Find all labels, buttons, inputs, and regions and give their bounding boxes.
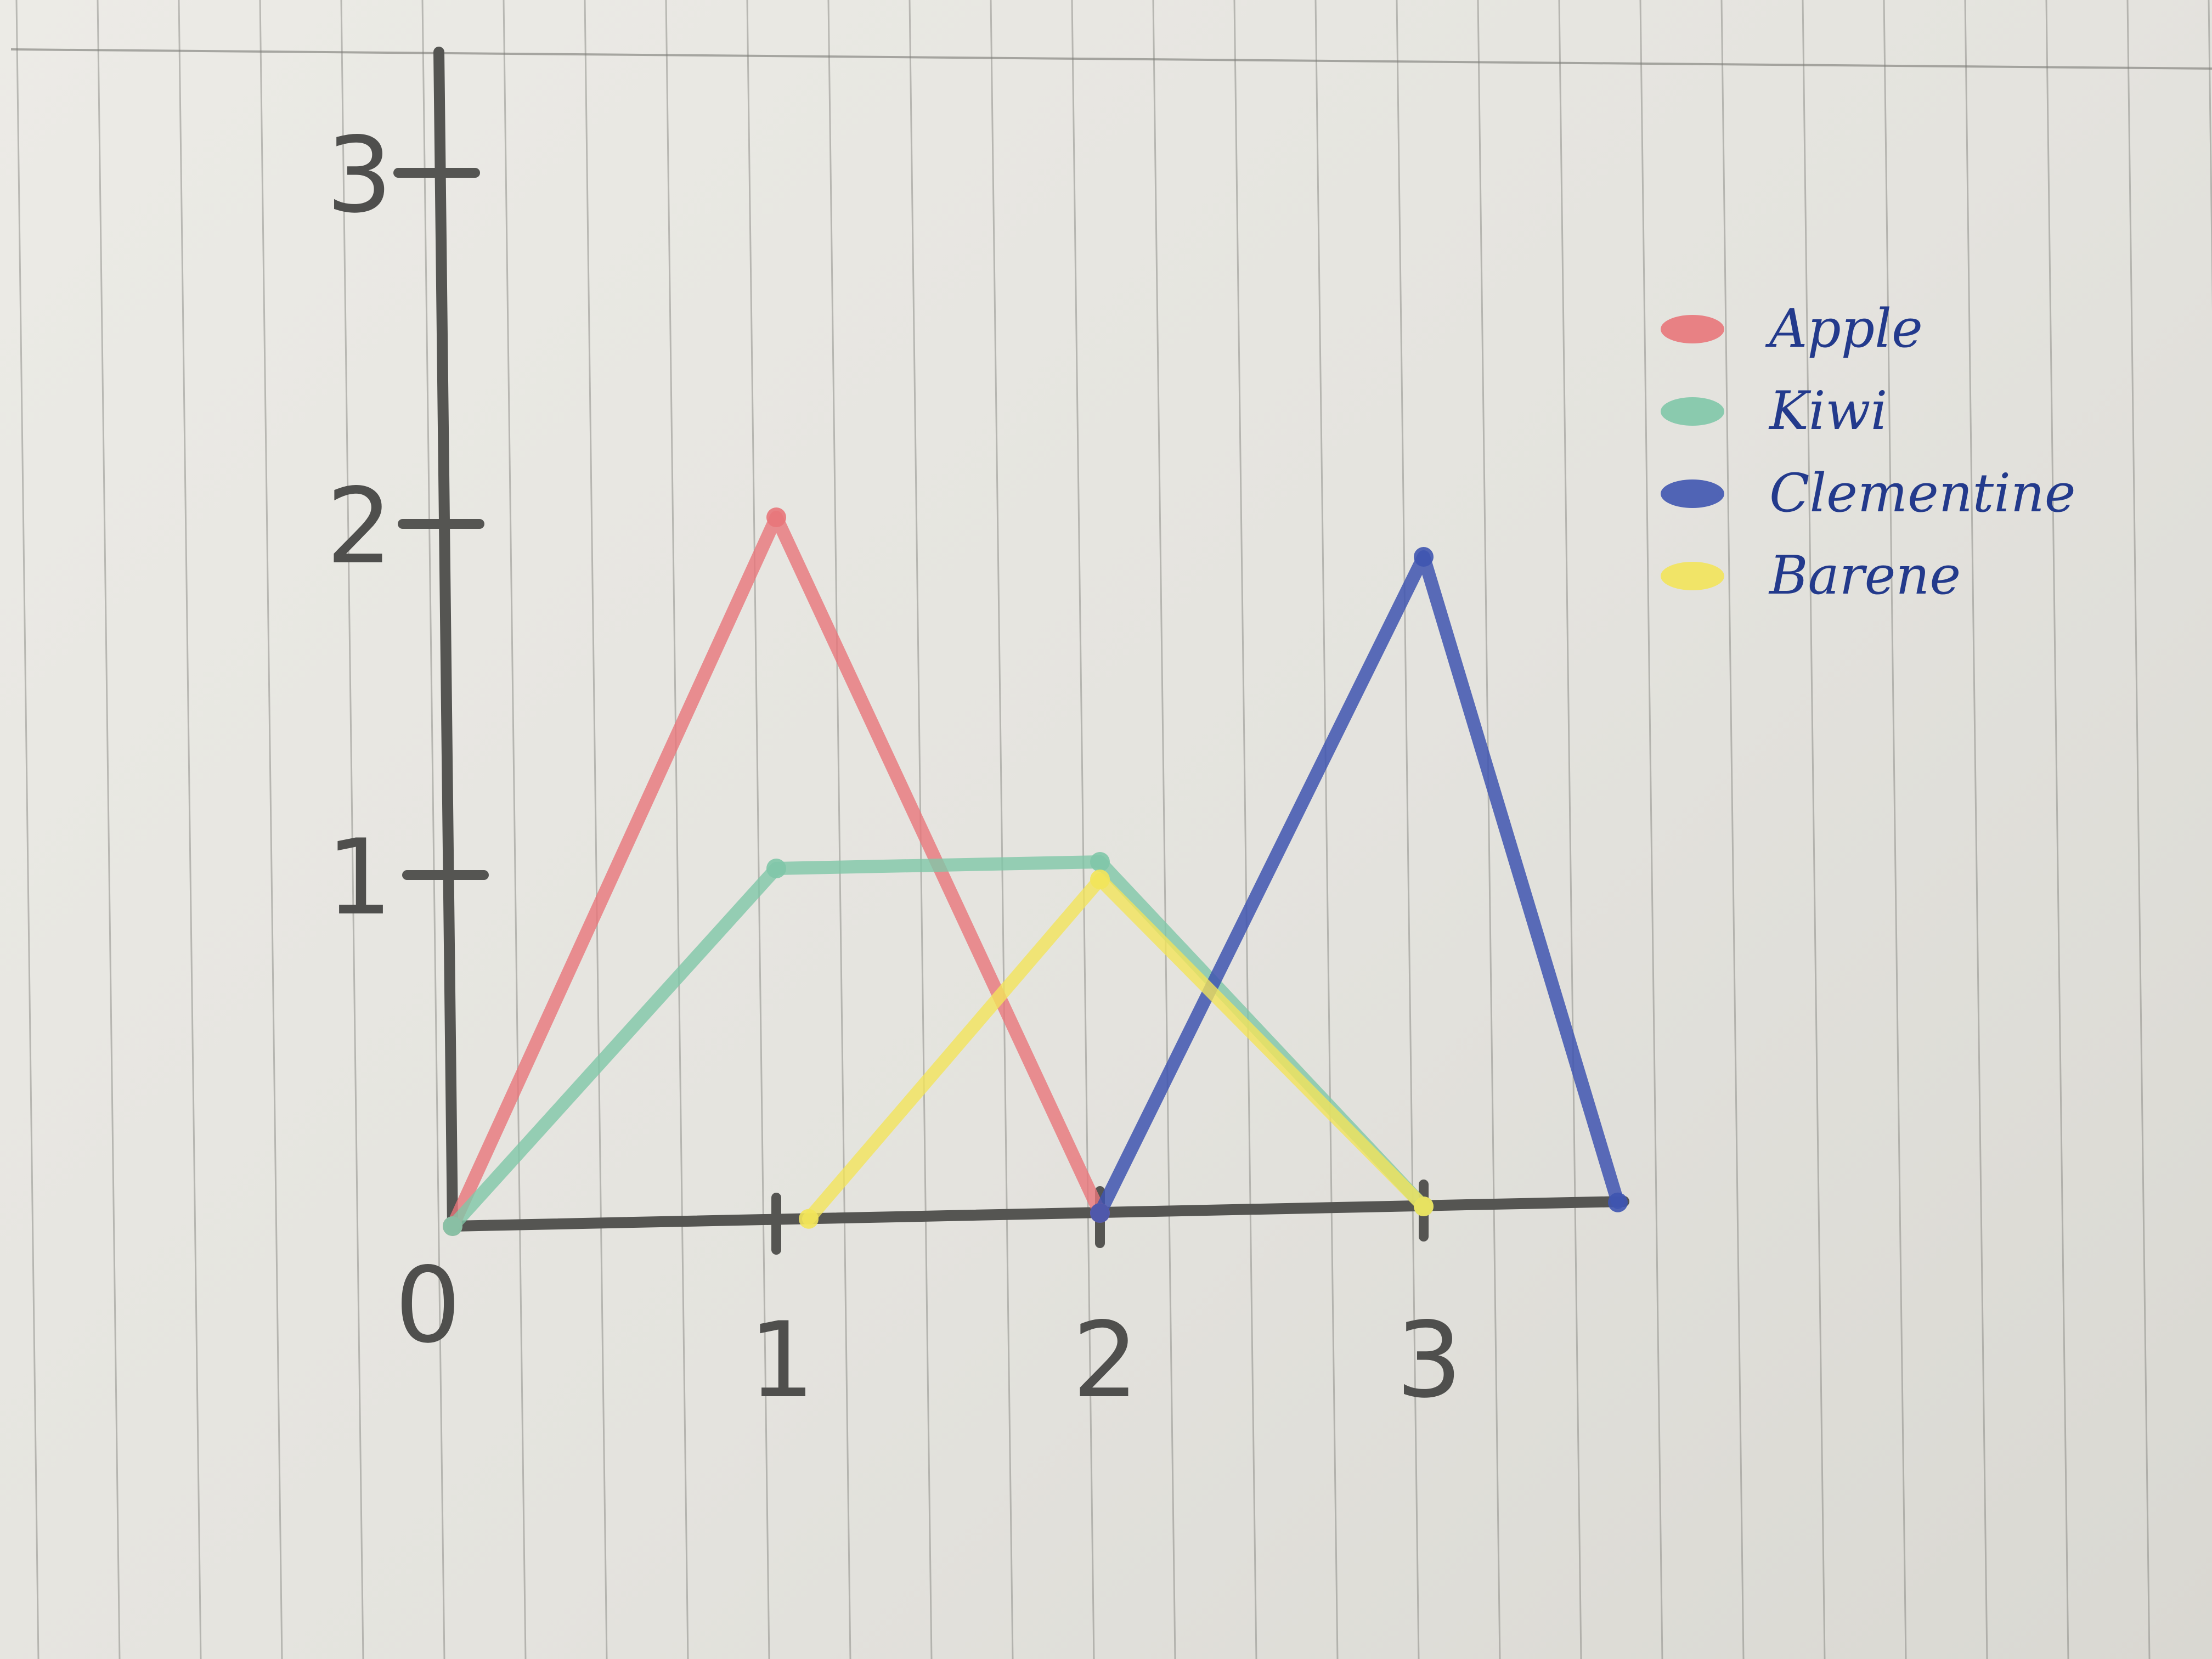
- data-point-kiwi-2: [1090, 852, 1110, 872]
- data-point-clementine-0: [1090, 1203, 1110, 1223]
- data-point-clementine-1: [1414, 547, 1434, 567]
- legend-label-barene: Barene: [1768, 545, 1961, 606]
- legend-swatch-kiwi: [1661, 397, 1724, 426]
- x-tick-label-0: 0: [395, 1245, 461, 1366]
- legend-label-apple: Apple: [1765, 298, 1923, 359]
- legend: Apple Kiwi Clementine Barene: [1661, 298, 2076, 606]
- x-tick-label-1: 1: [749, 1300, 815, 1421]
- y-axis: [433, 47, 458, 1232]
- y-tick-label-1: 1: [326, 817, 393, 938]
- x-tick-label-2: 2: [1073, 1300, 1139, 1421]
- data-point-barene-1: [1090, 870, 1110, 889]
- data-point-kiwi-0: [443, 1216, 462, 1236]
- data-point-apple-1: [766, 507, 786, 527]
- y-tick-label-3: 3: [326, 115, 393, 236]
- legend-swatch-clementine: [1661, 479, 1724, 508]
- data-point-barene-2: [1414, 1197, 1434, 1216]
- data-point-barene-0: [799, 1209, 819, 1229]
- legend-swatch-barene: [1661, 562, 1724, 590]
- x-tick-label-3: 3: [1396, 1300, 1463, 1421]
- data-point-clementine-2: [1608, 1192, 1628, 1212]
- legend-swatch-apple: [1661, 315, 1724, 343]
- y-tick-label-2: 2: [326, 466, 393, 587]
- legend-label-kiwi: Kiwi: [1768, 380, 1887, 442]
- data-point-kiwi-1: [766, 859, 786, 878]
- series-line-clementine: [1093, 550, 1624, 1220]
- legend-label-clementine: Clementine: [1769, 462, 2076, 524]
- x-axis: [447, 1196, 1629, 1232]
